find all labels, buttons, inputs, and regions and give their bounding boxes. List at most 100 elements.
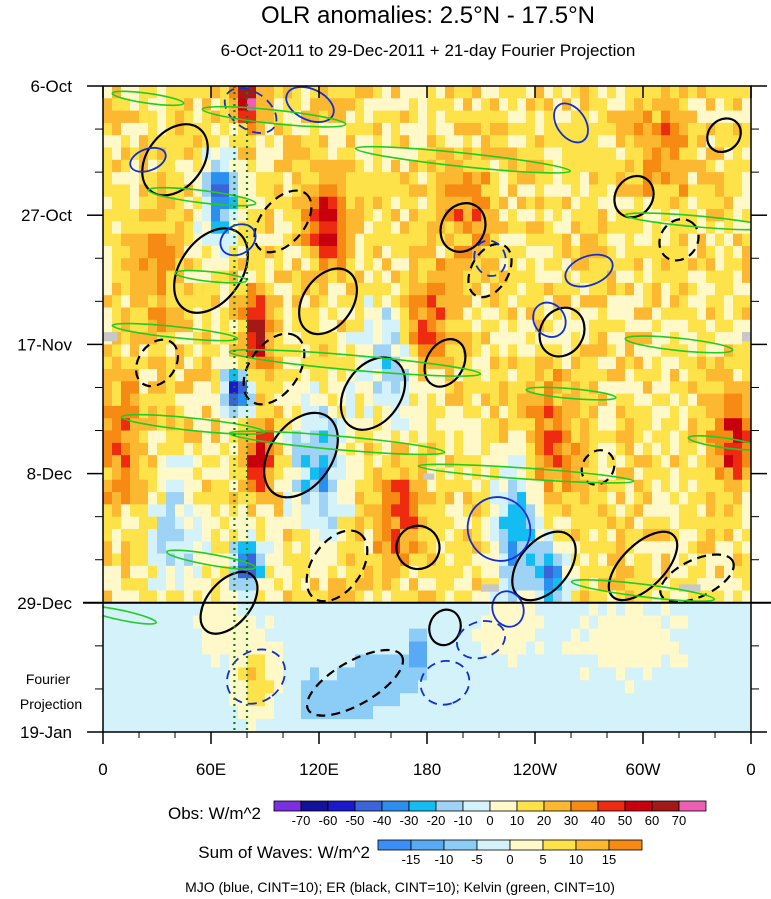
- field-cell-obs: [607, 516, 617, 530]
- field-cell-obs: [589, 245, 599, 259]
- field-cell-projection: [193, 602, 203, 617]
- field-cell-obs: [715, 110, 725, 124]
- field-cell-obs: [598, 455, 608, 469]
- field-cell-obs: [598, 504, 608, 518]
- field-cell-obs: [454, 86, 464, 99]
- field-cell-obs: [562, 172, 572, 186]
- field-cell-projection: [157, 654, 167, 668]
- field-cell-obs: [634, 492, 644, 505]
- field-cell-projection: [490, 719, 500, 732]
- field-cell-obs: [445, 405, 455, 419]
- field-cell-obs: [643, 405, 653, 419]
- field-cell-obs: [121, 196, 131, 210]
- field-cell-obs: [463, 578, 473, 592]
- field-cell-obs: [589, 492, 599, 505]
- field-cell-obs: [706, 332, 716, 345]
- field-cell-obs: [445, 295, 455, 309]
- field-cell-obs: [238, 504, 248, 518]
- field-cell-obs: [499, 295, 509, 309]
- field-cell-obs: [130, 516, 140, 530]
- field-cell-obs: [337, 245, 347, 259]
- field-cell-projection: [103, 706, 113, 720]
- field-cell-obs: [319, 516, 329, 530]
- field-cell-obs: [499, 258, 509, 272]
- field-cell-projection: [616, 693, 626, 707]
- field-cell-obs: [580, 307, 590, 321]
- field-cell-projection: [643, 641, 653, 656]
- field-cell-obs: [184, 282, 194, 296]
- field-cell-obs: [634, 479, 644, 493]
- field-cell-projection: [283, 693, 293, 707]
- field-cell-obs: [526, 196, 536, 210]
- field-cell-obs: [652, 393, 662, 407]
- field-cell-obs: [292, 393, 302, 407]
- field-cell-obs: [490, 344, 500, 358]
- field-cell-obs: [310, 110, 320, 124]
- field-cell-projection: [571, 628, 581, 643]
- field-cell-obs: [490, 282, 500, 296]
- field-cell-obs: [481, 98, 491, 112]
- field-cell-obs: [103, 541, 113, 555]
- field-cell-obs: [418, 578, 428, 592]
- field-cell-obs: [229, 270, 239, 284]
- field-cell-obs: [364, 430, 374, 444]
- field-cell-obs: [553, 553, 563, 567]
- field-cell-obs: [337, 159, 347, 173]
- field-cell-obs: [490, 295, 500, 309]
- field-cell-obs: [274, 590, 284, 604]
- field-cell-projection: [652, 667, 662, 681]
- field-cell-obs: [508, 356, 518, 370]
- field-cell-obs: [148, 172, 158, 186]
- field-cell-obs: [400, 159, 410, 173]
- field-cell-obs: [472, 393, 482, 407]
- field-cell-obs: [733, 258, 743, 272]
- field-cell-projection: [535, 706, 545, 720]
- field-cell-obs: [553, 492, 563, 505]
- field-cell-obs: [130, 98, 140, 112]
- field-cell-obs: [607, 98, 617, 112]
- field-cell-obs: [211, 86, 221, 99]
- field-cell-projection: [418, 602, 428, 617]
- field-cell-obs: [490, 467, 500, 481]
- field-cell-obs: [265, 159, 275, 173]
- field-cell-obs: [589, 196, 599, 210]
- field-cell-obs: [373, 467, 383, 481]
- field-cell-obs: [346, 393, 356, 407]
- field-cell-obs: [292, 295, 302, 309]
- field-cell-obs: [643, 159, 653, 173]
- field-cell-obs: [112, 528, 122, 542]
- field-cell-obs: [688, 110, 698, 124]
- field-cell-obs: [679, 98, 689, 112]
- kelvin-contour: [525, 386, 617, 401]
- field-cell-obs: [373, 122, 383, 136]
- field-cell-obs: [535, 344, 545, 358]
- field-cell-projection: [256, 654, 266, 668]
- field-cell-obs: [265, 147, 275, 161]
- field-cell-obs: [481, 135, 491, 149]
- field-cell-obs: [409, 356, 419, 370]
- waves-colorbar-tick-label: 0: [506, 852, 513, 867]
- field-cell-obs: [148, 122, 158, 136]
- field-cell-obs: [337, 467, 347, 481]
- field-cell-obs: [724, 553, 734, 567]
- field-cell-obs: [481, 418, 491, 432]
- field-cell-obs: [238, 528, 248, 542]
- field-cell-obs: [697, 578, 707, 592]
- field-cell-obs: [274, 282, 284, 296]
- field-cell-obs: [355, 258, 365, 272]
- field-cell-obs: [139, 369, 149, 382]
- field-cell-obs: [157, 381, 167, 395]
- field-cell-obs: [724, 233, 734, 247]
- field-cell-obs: [265, 270, 275, 284]
- field-cell-obs: [310, 442, 320, 456]
- field-cell-obs: [580, 541, 590, 555]
- field-cell-obs: [283, 369, 293, 382]
- field-cell-obs: [652, 405, 662, 419]
- field-cell-obs: [121, 381, 131, 395]
- field-cell-projection: [211, 641, 221, 656]
- field-cell-obs: [679, 528, 689, 542]
- field-cell-obs: [598, 122, 608, 136]
- field-cell-projection: [220, 667, 230, 681]
- field-cell-obs: [292, 86, 302, 99]
- field-cell-obs: [607, 196, 617, 210]
